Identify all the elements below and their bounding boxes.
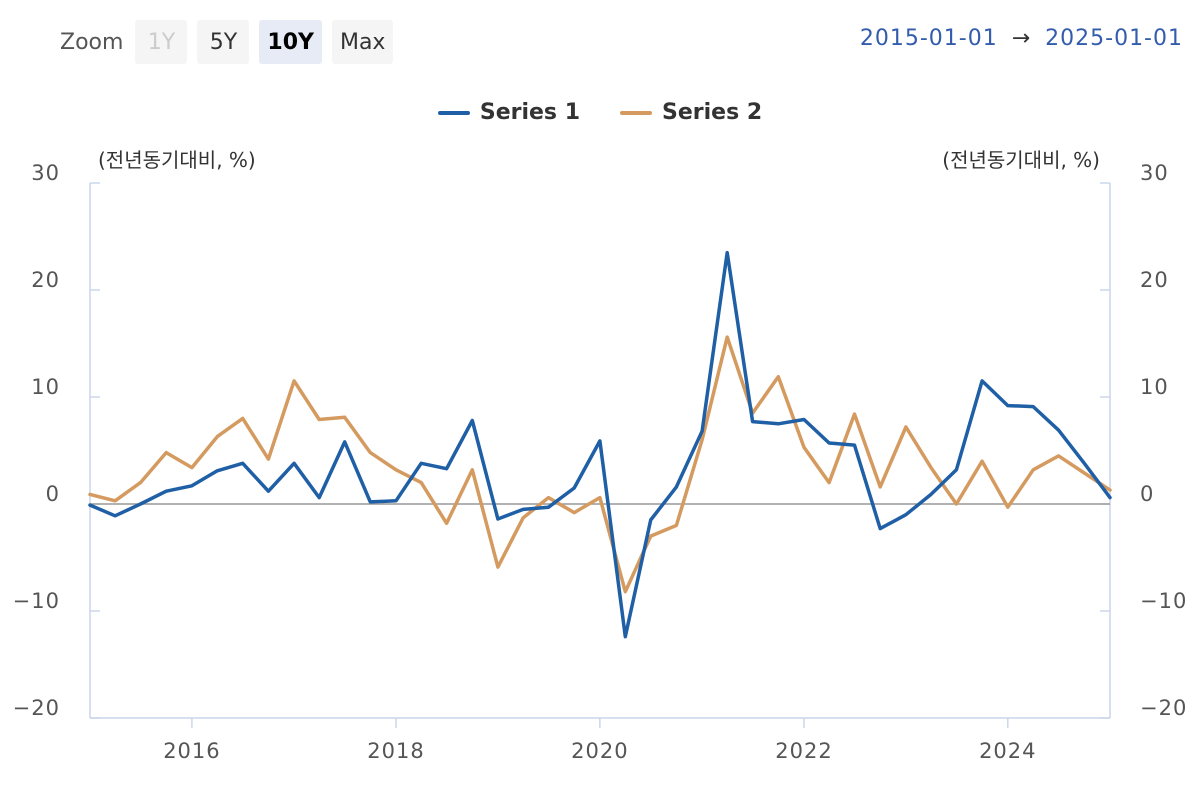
left-axis-unit-label: (전년동기대비, %): [98, 148, 256, 172]
series-1-line: [88, 250, 1112, 639]
x-tick-label: 2018: [367, 739, 424, 763]
left-y-tick-label: 10: [31, 375, 60, 399]
date-range-display: 2015-01-01 → 2025-01-01: [860, 26, 1183, 51]
legend-item-series-1[interactable]: Series 1: [437, 100, 580, 125]
legend-item-series-2[interactable]: Series 2: [620, 100, 762, 125]
zoom-max-button[interactable]: Max: [331, 20, 394, 64]
legend-swatch-series-1: [437, 110, 470, 115]
series-2-line: [88, 335, 1112, 594]
right-y-tick-label: −20: [1140, 696, 1187, 720]
legend-label-series-2: Series 2: [662, 100, 763, 125]
left-y-tick-label: 0: [46, 482, 60, 506]
zoom-label: Zoom: [60, 29, 124, 55]
range-from-date[interactable]: 2015-01-01: [859, 26, 998, 51]
zoom-10y-button[interactable]: 10Y: [259, 20, 322, 64]
legend-label-series-1: Series 1: [479, 100, 580, 125]
legend-swatch-series-2: [620, 110, 652, 115]
right-y-tick-label: 30: [1140, 161, 1169, 185]
right-axis-unit-label: (전년동기대비, %): [942, 148, 1100, 172]
chart-legend: Series 1 Series 2: [0, 100, 1200, 125]
x-tick-label: 2024: [979, 739, 1036, 763]
left-y-tick-label: −10: [13, 589, 60, 613]
zoom-5y-button[interactable]: 5Y: [197, 20, 250, 64]
range-to-date[interactable]: 2025-01-01: [1045, 26, 1183, 51]
range-arrow: →: [1011, 26, 1032, 51]
x-tick-label: 2016: [163, 739, 220, 763]
right-y-tick-label: −10: [1140, 589, 1187, 613]
right-y-tick-label: 20: [1140, 268, 1169, 292]
x-tick-label: 2020: [571, 739, 628, 763]
right-y-tick-label: 10: [1140, 375, 1169, 399]
x-tick-label: 2022: [775, 739, 832, 763]
zoom-bar: Zoom 1Y 5Y 10Y Max: [60, 20, 394, 64]
right-y-tick-label: 0: [1140, 482, 1154, 506]
left-y-tick-label: 20: [31, 268, 60, 292]
left-y-tick-label: −20: [13, 696, 60, 720]
zoom-1y-button[interactable]: 1Y: [135, 20, 188, 64]
left-y-tick-label: 30: [31, 161, 60, 185]
